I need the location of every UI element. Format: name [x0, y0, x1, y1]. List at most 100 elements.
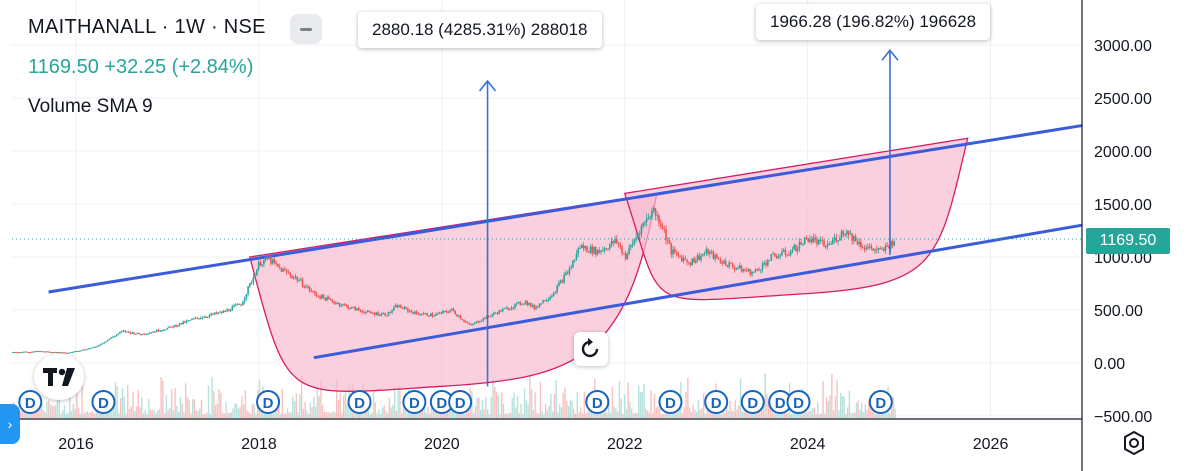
- volume-bar: [839, 393, 842, 418]
- dividend-marker[interactable]: D: [91, 390, 116, 414]
- candle-body: [257, 261, 260, 270]
- volume-bar: [402, 405, 405, 418]
- volume-bar: [824, 413, 826, 418]
- candle-body: [621, 246, 623, 254]
- candle-body: [457, 315, 460, 317]
- candle-body: [155, 329, 158, 332]
- candle-body: [893, 241, 896, 246]
- volume-bar: [892, 397, 895, 418]
- candle-body: [788, 254, 790, 256]
- volume-bar: [74, 409, 76, 418]
- volume-bar: [646, 410, 649, 418]
- dividend-marker[interactable]: D: [18, 390, 43, 414]
- volume-bar: [251, 403, 254, 418]
- candle-body: [213, 312, 216, 315]
- chevron-right-icon[interactable]: ›: [0, 404, 20, 444]
- candle-body: [716, 254, 718, 259]
- volume-bar: [127, 385, 129, 418]
- dividend-marker[interactable]: D: [256, 390, 281, 414]
- volume-bar: [655, 407, 657, 418]
- volume-bar: [731, 410, 733, 418]
- candle-body: [191, 318, 193, 321]
- gear-icon[interactable]: [1118, 427, 1150, 459]
- volume-bar: [760, 409, 763, 418]
- candle-body: [59, 352, 62, 354]
- candle-body: [863, 248, 866, 250]
- candle-body: [479, 321, 481, 323]
- candle-body: [482, 318, 485, 321]
- candle-body: [860, 241, 862, 248]
- candle-body: [819, 239, 822, 241]
- indicator-label[interactable]: Volume SMA 9: [28, 96, 153, 117]
- candle-body: [777, 256, 780, 259]
- volume-bar: [272, 413, 275, 418]
- candle-body: [189, 320, 191, 322]
- candle-body: [714, 254, 716, 259]
- volume-bar: [213, 391, 215, 418]
- volume-bar: [26, 411, 29, 418]
- candle-body: [249, 282, 251, 287]
- volume-bar: [620, 398, 622, 418]
- candle-body: [745, 270, 748, 272]
- volume-bar: [618, 380, 621, 418]
- volume-bar: [806, 412, 808, 418]
- candle-body: [768, 260, 771, 262]
- volume-bar: [813, 407, 816, 418]
- volume-bar: [278, 399, 280, 418]
- dividend-marker[interactable]: D: [704, 390, 729, 414]
- volume-bar: [299, 394, 301, 418]
- candle-body: [370, 311, 372, 314]
- tradingview-logo-icon[interactable]: [34, 354, 84, 400]
- dividend-marker[interactable]: D: [786, 390, 811, 414]
- volume-bar: [249, 413, 252, 418]
- volume-bar: [820, 412, 823, 418]
- candle-body: [50, 352, 53, 354]
- candle-body: [112, 336, 114, 338]
- volume-bar: [416, 410, 419, 418]
- y-tick-label: 1500.00: [1094, 197, 1152, 214]
- dividend-marker[interactable]: D: [347, 390, 372, 414]
- candle-body: [126, 331, 128, 333]
- dividend-marker[interactable]: D: [868, 390, 893, 414]
- volume-bar: [69, 396, 71, 418]
- dividend-label: D: [775, 395, 786, 412]
- candle-body: [68, 352, 70, 354]
- candle-body: [421, 314, 423, 316]
- candle-body: [551, 295, 553, 298]
- reset-icon[interactable]: [574, 332, 608, 366]
- candle-body: [651, 211, 653, 218]
- dividend-marker[interactable]: D: [658, 390, 683, 414]
- dividend-marker[interactable]: D: [448, 390, 473, 414]
- symbol-title[interactable]: MAITHANALL · 1W · NSE: [28, 16, 266, 38]
- candle-body: [203, 316, 205, 318]
- candle-body: [352, 306, 355, 308]
- candle-body: [296, 276, 299, 281]
- candle-body: [284, 269, 286, 271]
- candle-body: [867, 247, 869, 249]
- volume-bar: [774, 410, 777, 418]
- dividend-marker[interactable]: D: [402, 390, 427, 414]
- candle-body: [679, 255, 681, 257]
- candle-body: [266, 256, 269, 260]
- collapse-icon[interactable]: [290, 14, 322, 44]
- candle-body: [510, 307, 513, 310]
- candle-body: [87, 348, 90, 350]
- volume-bar: [239, 407, 241, 418]
- volume-bar: [666, 409, 668, 418]
- candle-body: [141, 333, 144, 335]
- dividend-circle: [347, 390, 372, 414]
- candle-body: [328, 297, 330, 299]
- candle-body: [345, 304, 348, 306]
- volume-bar: [367, 409, 370, 418]
- candle-body: [489, 316, 492, 318]
- candle-body: [591, 246, 594, 254]
- candle-body: [496, 312, 499, 314]
- candle-body: [108, 338, 111, 340]
- dividend-marker[interactable]: D: [585, 390, 610, 414]
- volume-bar: [334, 412, 336, 418]
- candle-body: [299, 279, 302, 281]
- candle-body: [229, 310, 232, 312]
- dividend-marker[interactable]: D: [740, 390, 765, 414]
